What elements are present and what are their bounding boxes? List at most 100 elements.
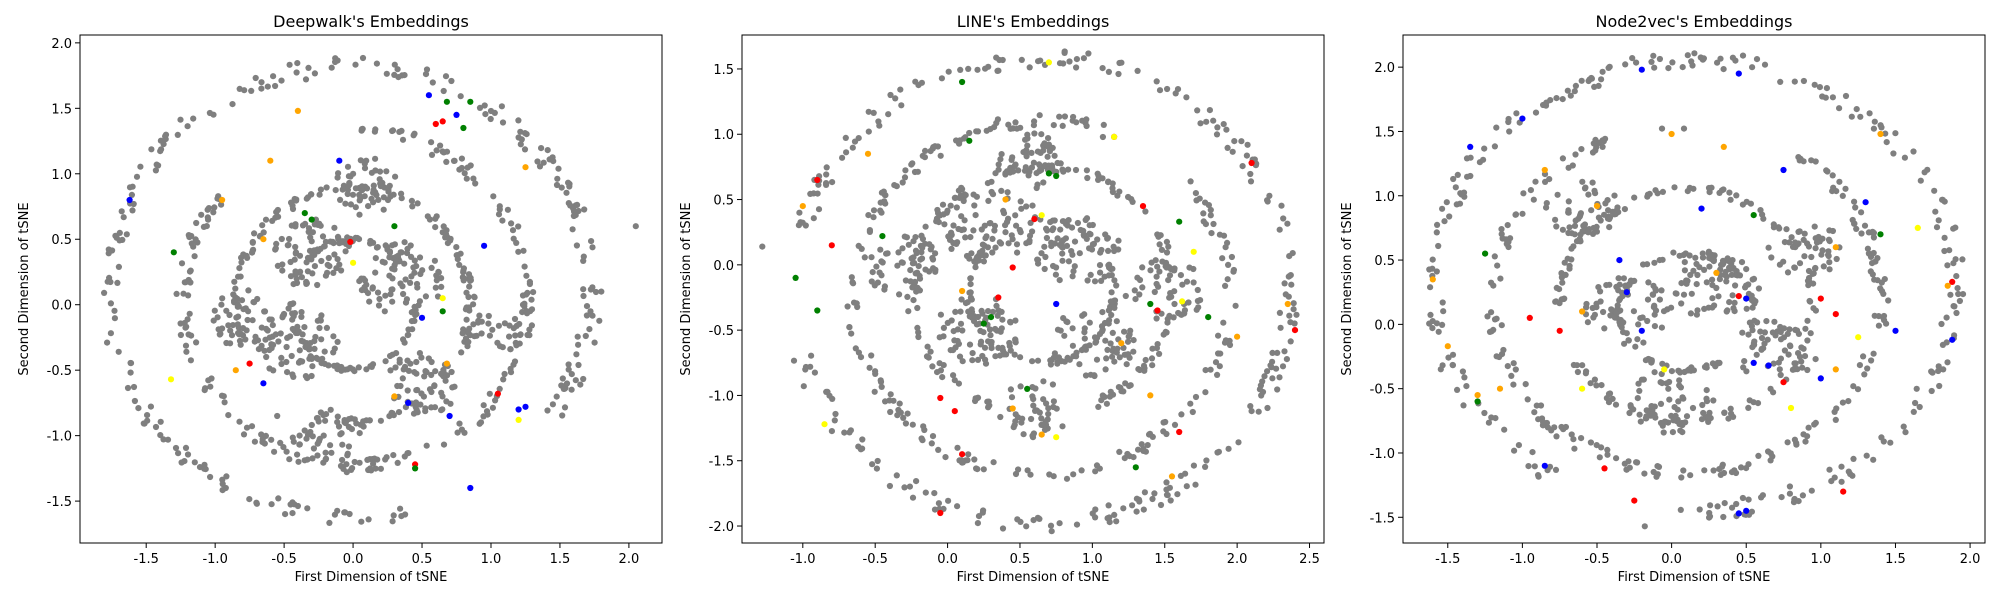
data-point xyxy=(1522,381,1529,388)
data-point xyxy=(989,249,996,256)
data-point xyxy=(1860,353,1867,360)
data-point xyxy=(565,361,572,368)
data-point xyxy=(1676,369,1684,376)
data-point xyxy=(1060,60,1067,67)
data-point xyxy=(1044,153,1051,160)
data-point xyxy=(236,265,243,272)
data-point xyxy=(191,459,198,466)
data-point xyxy=(1096,262,1104,269)
data-point xyxy=(1098,277,1105,284)
data-point xyxy=(371,128,378,135)
data-point xyxy=(1749,64,1756,71)
data-point xyxy=(363,281,370,288)
data-point xyxy=(1676,377,1683,384)
data-point xyxy=(1231,138,1238,145)
data-point xyxy=(1755,285,1762,292)
data-point xyxy=(115,263,122,270)
highlight-point xyxy=(1855,334,1862,341)
data-point xyxy=(1501,426,1508,433)
data-point xyxy=(1093,356,1101,363)
data-point xyxy=(1449,351,1457,358)
highlight-point xyxy=(405,399,412,406)
data-point xyxy=(1214,371,1221,378)
data-point xyxy=(198,211,205,218)
data-point xyxy=(1605,390,1613,398)
y-tick-label: 2.0 xyxy=(1374,61,1395,76)
data-point xyxy=(1531,409,1538,416)
data-point xyxy=(1225,261,1232,268)
data-point xyxy=(1705,412,1712,419)
data-point xyxy=(848,274,855,281)
data-point xyxy=(966,341,974,348)
data-point xyxy=(901,174,909,181)
data-point xyxy=(327,406,334,413)
data-point xyxy=(1439,205,1446,212)
data-point xyxy=(1054,360,1061,367)
data-point xyxy=(1552,298,1560,305)
highlight-point xyxy=(1556,327,1563,334)
data-point xyxy=(472,180,479,187)
data-point xyxy=(1842,92,1850,100)
highlight-point xyxy=(1877,231,1884,238)
data-point xyxy=(219,295,226,302)
highlight-point xyxy=(1474,398,1481,405)
data-point xyxy=(1785,351,1792,358)
data-point xyxy=(1656,296,1663,303)
data-point xyxy=(1281,280,1288,287)
data-point xyxy=(1170,314,1177,321)
data-point xyxy=(1681,267,1688,274)
data-point xyxy=(416,254,424,261)
data-point xyxy=(1602,200,1609,207)
data-point xyxy=(517,128,524,135)
data-point xyxy=(278,354,285,361)
data-point xyxy=(301,427,308,434)
data-point xyxy=(1546,463,1554,470)
data-point xyxy=(413,370,420,377)
data-point xyxy=(1118,59,1125,66)
data-point xyxy=(952,308,959,315)
data-point xyxy=(218,301,225,308)
highlight-point xyxy=(1593,202,1601,210)
highlight-point xyxy=(828,242,835,249)
data-point xyxy=(915,333,922,341)
data-point xyxy=(173,290,180,297)
data-point xyxy=(1939,196,1946,203)
data-point xyxy=(1026,64,1033,71)
data-point xyxy=(1578,77,1585,84)
data-point xyxy=(1845,468,1852,475)
data-point xyxy=(992,244,999,251)
highlight-point xyxy=(1949,336,1956,343)
data-point xyxy=(1140,445,1147,452)
data-point xyxy=(451,157,458,164)
data-point xyxy=(302,76,310,83)
data-point xyxy=(922,223,929,230)
data-point xyxy=(187,357,194,364)
data-point xyxy=(398,190,405,197)
data-point xyxy=(892,95,899,102)
data-point xyxy=(919,235,927,243)
data-point xyxy=(1592,190,1599,197)
y-tick-label: -1.5 xyxy=(47,495,72,510)
data-point xyxy=(1651,369,1658,376)
data-point xyxy=(1812,245,1819,252)
data-point xyxy=(1808,253,1815,261)
data-point xyxy=(296,441,303,448)
data-point xyxy=(929,256,937,263)
data-point xyxy=(1087,271,1094,278)
data-point xyxy=(408,197,415,204)
data-point xyxy=(1105,247,1112,254)
data-point xyxy=(1810,305,1817,312)
data-point xyxy=(1815,233,1822,241)
data-point xyxy=(361,160,368,167)
data-point xyxy=(1609,395,1616,402)
data-point xyxy=(947,202,954,209)
data-point xyxy=(1811,421,1818,428)
highlight-point xyxy=(460,124,467,132)
data-point xyxy=(1755,452,1762,459)
data-point xyxy=(1125,333,1132,340)
data-point xyxy=(853,300,860,307)
data-point xyxy=(123,231,130,238)
data-point xyxy=(874,457,881,465)
data-point xyxy=(1111,358,1118,365)
data-point xyxy=(1601,211,1608,218)
